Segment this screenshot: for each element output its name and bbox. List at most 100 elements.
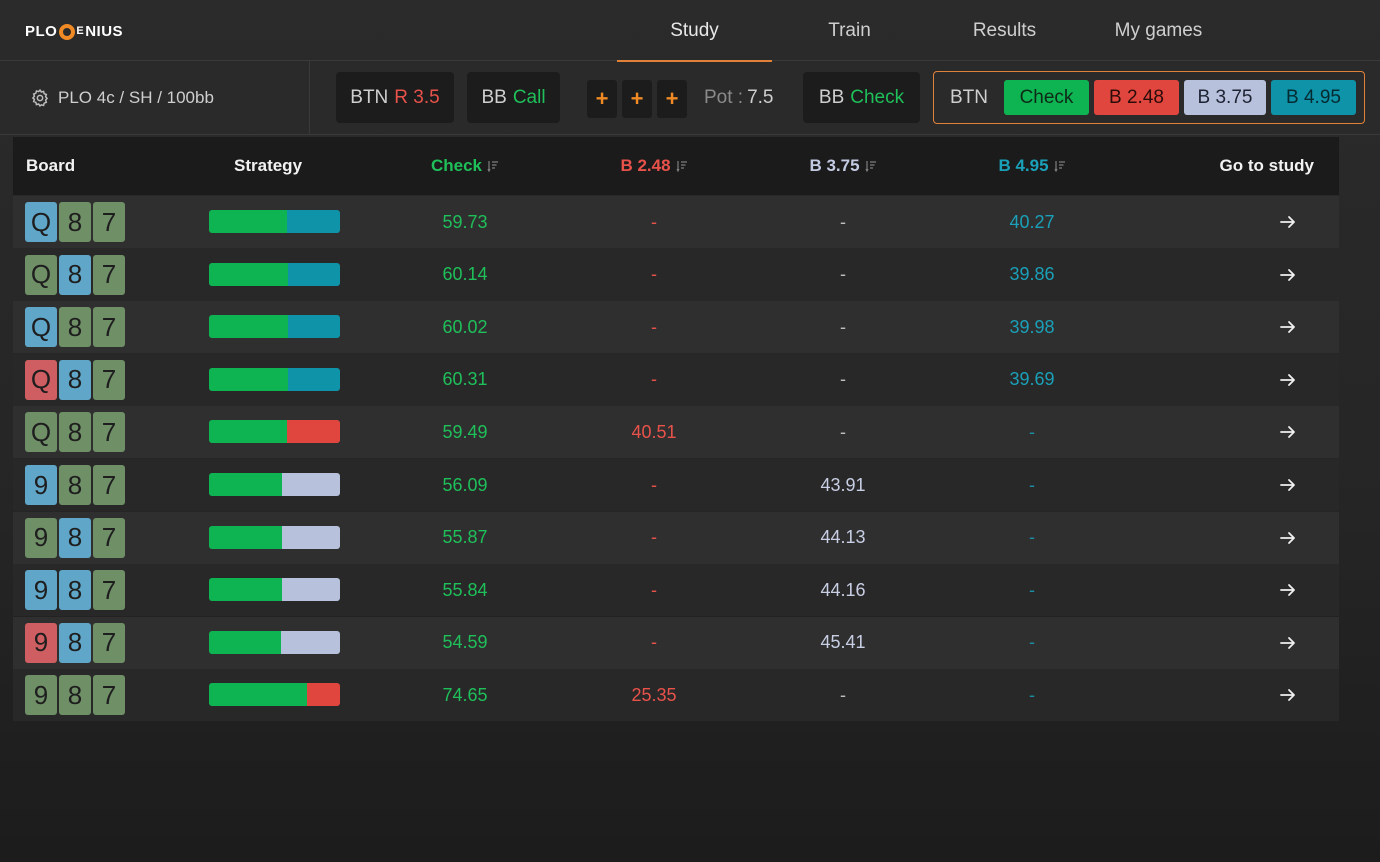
history-act: R 3.5 bbox=[394, 86, 440, 108]
go-to-study-button[interactable] bbox=[1273, 354, 1303, 406]
header-b495[interactable]: B 4.95 bbox=[937, 137, 1127, 195]
cell-check: 54.59 bbox=[442, 632, 488, 653]
table-row[interactable]: Q 8 7 59.73 - - 40.27 bbox=[13, 196, 1339, 248]
table-row[interactable]: Q 8 7 60.02 - - 39.98 bbox=[13, 301, 1339, 354]
header-check[interactable]: Check bbox=[370, 137, 560, 195]
pot-label: Pot : bbox=[704, 86, 744, 108]
go-to-study-button[interactable] bbox=[1273, 512, 1303, 564]
table-row[interactable]: 9 8 7 55.84 - 44.16 - bbox=[13, 564, 1339, 617]
add-card-button-3[interactable]: + bbox=[657, 80, 687, 118]
tab-train[interactable]: Train bbox=[828, 19, 871, 41]
go-to-study-button[interactable] bbox=[1273, 301, 1303, 353]
strategy-bar bbox=[209, 525, 340, 549]
go-to-study-button[interactable] bbox=[1273, 196, 1303, 248]
table-row[interactable]: Q 8 7 60.31 - - 39.69 bbox=[13, 353, 1339, 406]
board-card: 8 bbox=[59, 570, 91, 611]
go-to-study-button[interactable] bbox=[1273, 564, 1303, 616]
header-b495-label: B 4.95 bbox=[998, 156, 1049, 175]
cell-b375: - bbox=[840, 369, 846, 390]
table-row[interactable]: 9 8 7 54.59 - 45.41 - bbox=[13, 616, 1339, 669]
header-b375[interactable]: B 3.75 bbox=[748, 137, 938, 195]
strategy-segment-b495 bbox=[287, 262, 340, 286]
cell-b495: - bbox=[1029, 579, 1035, 600]
option-bet-375-button[interactable]: B 3.75 bbox=[1184, 80, 1266, 115]
cell-b248: - bbox=[651, 632, 657, 653]
strategy-segment-b495 bbox=[287, 210, 340, 233]
cell-b248: - bbox=[651, 527, 657, 548]
board-card: 7 bbox=[93, 517, 125, 558]
cell-b375: 44.13 bbox=[820, 527, 866, 548]
strategy-segment-b375 bbox=[280, 630, 340, 654]
strategy-bar bbox=[209, 367, 340, 391]
cell-b248: - bbox=[651, 369, 657, 390]
header-b248[interactable]: B 2.48 bbox=[559, 137, 749, 195]
arrow-right-icon bbox=[1280, 531, 1295, 544]
strategy-segment-check bbox=[209, 473, 283, 496]
option-bet-248-button[interactable]: B 2.48 bbox=[1094, 80, 1179, 115]
cell-b375: - bbox=[840, 421, 846, 442]
arrow-right-icon bbox=[1280, 216, 1295, 228]
strategy-bar bbox=[209, 315, 340, 339]
strategy-segment-check bbox=[209, 420, 287, 444]
cell-b375: - bbox=[840, 316, 846, 337]
go-to-study-button[interactable] bbox=[1273, 406, 1303, 458]
cell-b375: 44.16 bbox=[820, 579, 866, 600]
strategy-segment-check bbox=[209, 525, 283, 549]
tab-my-games[interactable]: My games bbox=[1114, 19, 1203, 41]
arrow-right-icon bbox=[1280, 268, 1295, 281]
logo[interactable]: PLO E NIUS bbox=[25, 20, 123, 42]
table-row[interactable]: 9 8 7 55.87 - 44.13 - bbox=[13, 511, 1339, 564]
go-to-study-button[interactable] bbox=[1273, 249, 1303, 301]
game-settings-label: PLO 4c / SH / 100bb bbox=[58, 87, 214, 107]
header-strategy: Strategy bbox=[234, 156, 303, 175]
board-card: 8 bbox=[59, 412, 91, 453]
option-bet-495-button[interactable]: B 4.95 bbox=[1271, 80, 1356, 115]
history-bb-call[interactable]: BB Call bbox=[467, 72, 560, 123]
table-row[interactable]: 9 8 7 74.65 25.35 - - bbox=[13, 669, 1339, 722]
board-card: Q bbox=[25, 412, 57, 453]
cell-b248: - bbox=[651, 264, 657, 285]
board-card: 7 bbox=[93, 254, 125, 295]
sort-icon bbox=[1054, 161, 1065, 172]
current-pos: BTN bbox=[950, 86, 988, 108]
option-check-button[interactable]: Check bbox=[1004, 80, 1089, 115]
cell-b375: 45.41 bbox=[820, 632, 866, 653]
sort-icon bbox=[865, 161, 876, 172]
cell-check: 74.65 bbox=[442, 684, 488, 705]
board-card: Q bbox=[25, 359, 57, 400]
go-to-study-button[interactable] bbox=[1273, 459, 1303, 511]
board-card: 7 bbox=[93, 359, 125, 400]
add-card-button-2[interactable]: + bbox=[622, 80, 652, 118]
go-to-study-button[interactable] bbox=[1273, 617, 1303, 669]
cell-b495: 39.86 bbox=[1009, 264, 1055, 285]
strategy-bar bbox=[209, 420, 340, 444]
history-pos: BTN bbox=[350, 86, 389, 108]
table-row[interactable]: Q 8 7 60.14 - - 39.86 bbox=[13, 248, 1339, 301]
pot-value: 7.5 bbox=[747, 86, 774, 108]
cell-b248: - bbox=[651, 474, 657, 495]
cell-b375: - bbox=[840, 211, 846, 232]
tab-study[interactable]: Study bbox=[617, 0, 772, 62]
cell-b375: 43.91 bbox=[820, 474, 866, 495]
sort-icon bbox=[676, 161, 687, 172]
strategy-segment-check bbox=[209, 683, 307, 707]
tab-results[interactable]: Results bbox=[972, 19, 1037, 41]
gear-icon bbox=[31, 88, 49, 107]
game-settings-button[interactable]: PLO 4c / SH / 100bb bbox=[0, 61, 310, 134]
board-card: 7 bbox=[93, 307, 125, 348]
go-to-study-button[interactable] bbox=[1273, 669, 1303, 721]
history-act: Check bbox=[850, 86, 905, 108]
strategy-segment-check bbox=[209, 630, 281, 654]
table-row[interactable]: 9 8 7 56.09 - 43.91 - bbox=[13, 459, 1339, 511]
table-row[interactable]: Q 8 7 59.49 40.51 - - bbox=[13, 406, 1339, 459]
action-line: PLO 4c / SH / 100bb BTN R 3.5 BB Call + … bbox=[0, 61, 1380, 135]
history-bb-check[interactable]: BB Check bbox=[803, 72, 920, 123]
strategy-segment-b248 bbox=[286, 420, 340, 444]
pot-display: Pot : 7.5 bbox=[704, 72, 774, 123]
arrow-right-icon bbox=[1280, 479, 1295, 491]
cell-b495: 40.27 bbox=[1009, 211, 1055, 232]
history-btn-raise[interactable]: BTN R 3.5 bbox=[336, 72, 454, 123]
add-card-button-1[interactable]: + bbox=[587, 80, 617, 118]
